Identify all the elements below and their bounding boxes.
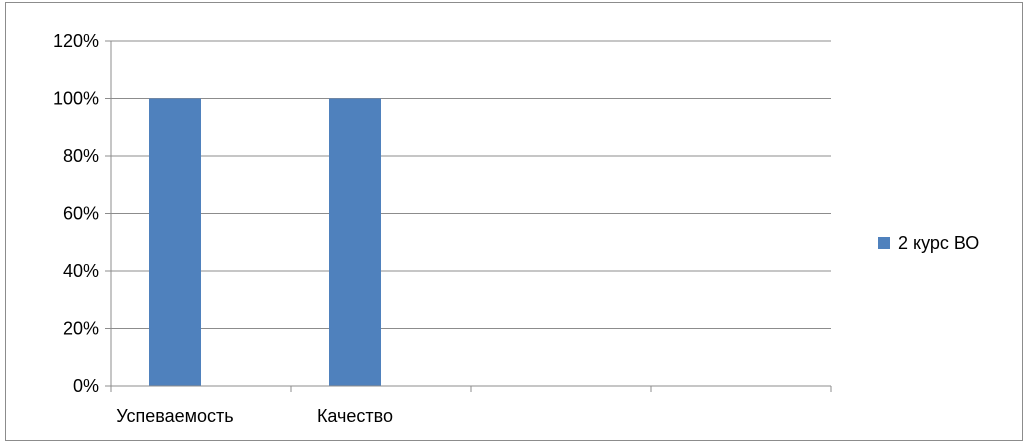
- gridlines: [111, 40, 831, 329]
- legend-swatch: [878, 237, 890, 249]
- y-tick-label: 120%: [53, 31, 99, 51]
- y-tick-label: 80%: [63, 146, 99, 166]
- y-tick-label: 40%: [63, 261, 99, 281]
- y-tick-label: 60%: [63, 204, 99, 224]
- y-tick-label: 20%: [63, 319, 99, 339]
- y-tick-label: 0%: [73, 376, 99, 396]
- legend: 2 курс ВО: [878, 233, 979, 253]
- axes: [105, 40, 832, 392]
- bar: [149, 98, 201, 386]
- y-tick-label: 100%: [53, 89, 99, 109]
- x-tick-label: Успеваемость: [116, 406, 233, 426]
- bar: [329, 98, 381, 386]
- tick-labels: 0% 20% 40% 60% 80% 100% 120% Успеваемость Качест…: [53, 31, 393, 426]
- bars: [149, 98, 381, 386]
- legend-label: 2 курс ВО: [898, 233, 979, 253]
- x-tick-label: Качество: [317, 406, 393, 426]
